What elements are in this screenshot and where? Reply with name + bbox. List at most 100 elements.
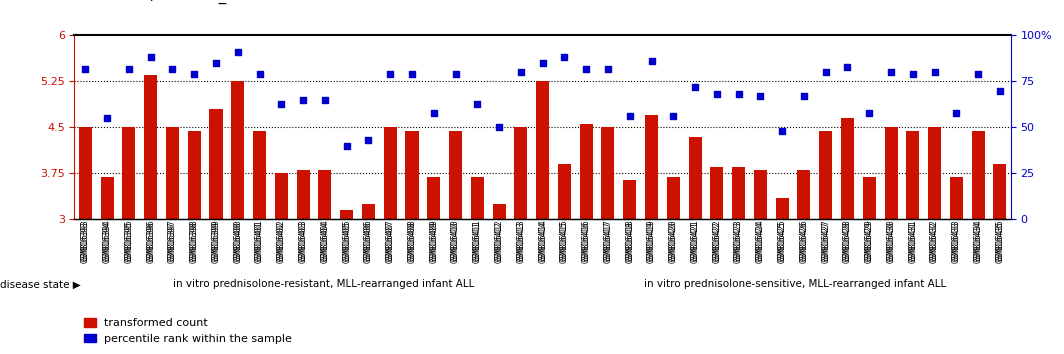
Point (817, 69, 834, 75)
Text: GSM816397: GSM816397 (168, 219, 177, 261)
Point (555, 55, 572, 60)
Text: GSM816416: GSM816416 (582, 219, 591, 261)
Text: GSM816431: GSM816431 (909, 219, 917, 261)
Text: GSM816404: GSM816404 (320, 221, 330, 263)
Text: GSM816433: GSM816433 (952, 221, 961, 263)
Point (709, 91, 726, 97)
Text: GSM816435: GSM816435 (996, 219, 1004, 261)
Text: in vitro prednisolone-sensitive, MLL-rearranged infant ALL: in vitro prednisolone-sensitive, MLL-rea… (644, 279, 946, 289)
Text: GSM816399: GSM816399 (212, 219, 220, 261)
Text: GSM816411: GSM816411 (472, 221, 482, 263)
Text: GSM816420: GSM816420 (669, 219, 678, 261)
Point (272, 101, 289, 106)
Bar (470, 177, 484, 219)
Bar (907, 131, 919, 219)
Bar (558, 164, 571, 219)
Text: GSM816404: GSM816404 (320, 219, 330, 261)
Point (251, 71, 268, 77)
Bar (187, 131, 201, 219)
Point (360, 137, 377, 143)
Text: GSM816400: GSM816400 (233, 221, 243, 263)
Text: GSM816406: GSM816406 (364, 221, 373, 263)
Point (447, 71, 464, 77)
Text: GSM816421: GSM816421 (691, 219, 699, 261)
Text: GSM816429: GSM816429 (865, 221, 874, 263)
Text: GSM816433: GSM816433 (952, 219, 961, 261)
Bar (797, 170, 811, 219)
Point (948, 110, 965, 115)
Point (730, 91, 747, 97)
Text: GSM816403: GSM816403 (299, 219, 307, 261)
Point (534, 60, 551, 66)
Text: GSM816395: GSM816395 (124, 219, 133, 261)
Text: GSM816428: GSM816428 (843, 221, 852, 263)
Point (316, 97, 333, 103)
Text: GSM816432: GSM816432 (930, 219, 940, 261)
Bar (101, 177, 114, 219)
Point (861, 110, 878, 115)
Text: GSM816406: GSM816406 (364, 219, 373, 261)
Text: GSM816407: GSM816407 (386, 221, 395, 263)
Text: GSM816409: GSM816409 (429, 221, 438, 263)
Bar (732, 167, 745, 219)
Bar (144, 75, 157, 219)
Text: GSM816397: GSM816397 (168, 221, 177, 263)
Text: GSM816419: GSM816419 (647, 219, 656, 261)
Point (338, 143, 355, 149)
Point (491, 125, 508, 130)
Text: GSM816417: GSM816417 (603, 221, 613, 263)
Text: GSM816426: GSM816426 (799, 221, 809, 263)
Text: GSM816422: GSM816422 (712, 219, 721, 261)
Bar (340, 210, 353, 219)
Text: GSM816414: GSM816414 (538, 219, 547, 261)
Bar (884, 127, 898, 219)
Text: GSM816395: GSM816395 (124, 221, 133, 263)
Point (403, 71, 420, 77)
Bar (297, 170, 310, 219)
Point (774, 128, 791, 134)
Point (469, 101, 486, 106)
Text: GSM816403: GSM816403 (299, 221, 307, 263)
Bar (166, 127, 179, 219)
Text: GSM816431: GSM816431 (909, 221, 917, 263)
Text: GSM816430: GSM816430 (886, 221, 896, 263)
Bar (514, 127, 528, 219)
Point (969, 71, 986, 77)
Text: GSM816412: GSM816412 (495, 219, 503, 261)
Bar (711, 167, 724, 219)
Text: GSM816413: GSM816413 (516, 221, 526, 263)
Text: GSM816424: GSM816424 (755, 221, 765, 263)
Text: GSM816434: GSM816434 (974, 221, 983, 263)
Point (992, 88, 1009, 93)
Bar (122, 127, 135, 219)
Text: GSM816420: GSM816420 (669, 221, 678, 263)
Point (229, 49, 246, 55)
Bar (253, 131, 266, 219)
Point (513, 69, 530, 75)
Text: GSM816411: GSM816411 (472, 219, 482, 261)
Bar (624, 179, 636, 219)
Bar (971, 131, 984, 219)
Text: GSM816415: GSM816415 (560, 219, 569, 261)
Point (839, 64, 857, 69)
Bar (405, 131, 418, 219)
Bar (275, 173, 288, 219)
Bar (210, 109, 222, 219)
Bar (667, 177, 680, 219)
Text: GSM816398: GSM816398 (189, 221, 199, 263)
Point (99, 115, 116, 121)
Bar (863, 177, 876, 219)
Text: GSM816418: GSM816418 (626, 221, 634, 263)
Text: GSM816417: GSM816417 (603, 219, 613, 261)
Text: GSM816427: GSM816427 (821, 221, 830, 263)
Point (382, 71, 399, 77)
Text: GSM816408: GSM816408 (408, 219, 416, 261)
Text: GSM816400: GSM816400 (233, 219, 243, 261)
Text: GSM816405: GSM816405 (343, 221, 351, 263)
Text: GSM816428: GSM816428 (843, 219, 852, 261)
Text: GSM816410: GSM816410 (451, 221, 460, 263)
Bar (79, 127, 92, 219)
Text: GSM816410: GSM816410 (451, 219, 460, 261)
Text: GDS4297 / 225005_at: GDS4297 / 225005_at (74, 0, 243, 4)
Bar (601, 127, 615, 219)
